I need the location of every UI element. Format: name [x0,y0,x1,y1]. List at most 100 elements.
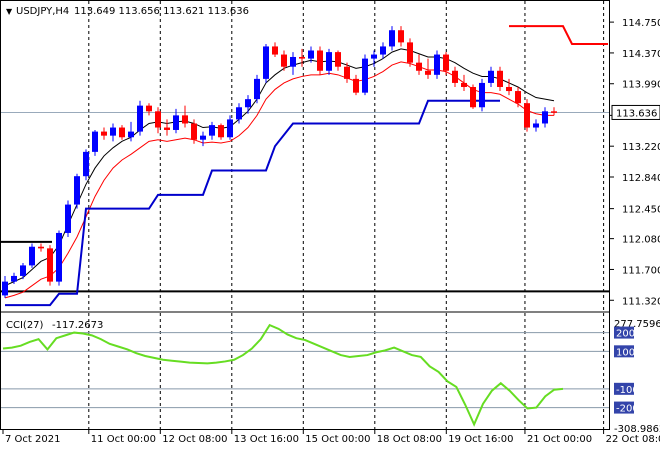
time-axis-label: 13 Oct 16:00 [234,434,299,445]
candle-body [299,56,305,59]
price-gridlines [88,1,605,311]
candle-body [182,115,188,124]
candle-body [74,176,80,205]
cci-axis-label: 200 [616,329,635,340]
price-axis-label: 112.080 [622,235,660,246]
candle-body [272,46,278,55]
candle-body [515,91,521,104]
price-axis: 114.750114.370113.990113.600113.220112.8… [610,18,660,307]
candle-body [191,123,197,140]
candle-body [119,127,125,138]
candle-body [407,42,413,63]
time-axis-label: 18 Oct 08:00 [377,434,442,445]
candle-body [461,82,467,87]
candle-body [101,131,107,136]
time-axis: 7 Oct 2021 11 Oct 00:00 12 Oct 08:00 13 Oct… [2,430,660,445]
price-axis-label: 112.450 [622,205,660,216]
cci-header: CCI(27) -117.2673 [6,320,103,331]
candle-body [281,54,287,67]
candle-body [200,135,206,140]
price-axis-label: 114.750 [622,18,660,29]
candle-body [443,54,449,71]
candle-body [479,82,485,108]
trailing-stop-lower-line [5,99,500,307]
cci-level-tag [614,401,634,414]
time-axis-label: 12 Oct 08:00 [162,434,227,445]
cci-line-group [2,323,564,427]
candle-body [173,115,179,130]
plot-frame [0,0,610,430]
candle-body [533,123,539,128]
time-axis-label: 7 Oct 2021 [5,434,60,445]
cci-axis-label: -308.9862 [614,424,660,435]
candle-body [164,127,170,130]
cci-axis-label: -200 [616,404,639,415]
cci-label: CCI(27) [6,320,44,331]
price-axis-label: 112.840 [622,173,660,184]
candle-body [290,56,296,67]
current-price-label: 113.636 [616,108,657,119]
candle-body [497,70,503,87]
candle-body [488,70,494,83]
candle-body [218,125,224,138]
candle-body [110,127,116,136]
horizontal-levels [0,111,610,293]
cci-level-tag [614,382,634,395]
price-axis-label: 113.990 [622,80,660,91]
price-axis-label: 111.320 [622,296,660,307]
candle-body [335,52,341,67]
candle-body [380,46,386,55]
candle-body [362,58,368,93]
candle-body [29,246,35,266]
candle-body [263,46,269,79]
candle-body [245,99,251,108]
candle-body [137,105,143,132]
time-axis-label: 22 Oct 08:00 [606,434,660,445]
candle-body [542,111,548,124]
candle-body [155,111,161,128]
lower-band-line [4,61,554,299]
price-axis-label: 114.370 [622,49,660,60]
price-axis-label: 113.220 [622,142,660,153]
cci-axis-label: -100 [616,385,639,396]
cci-axis-label: 277.7596 [614,319,660,330]
symbol-triangle-icon[interactable]: ▼ [6,7,13,16]
candle-body [506,86,512,92]
time-axis-label: 19 Oct 16:00 [448,434,513,445]
candle-body [308,50,314,59]
current-price-tag [611,104,660,120]
candle-body [344,66,350,79]
candle-body [551,111,557,113]
candle-body [209,125,215,136]
candle-body [326,52,332,71]
cci-level-tag [614,345,634,358]
candle-body [20,265,26,276]
candle-body [434,54,440,75]
cci-level-tag [614,326,634,339]
candle-body [65,204,71,233]
candle-body [371,54,377,59]
candles [2,26,557,298]
candle-body [92,131,98,152]
candle-body [47,248,53,282]
price-pane: 114.750114.370113.990113.600113.220112.8… [0,1,660,311]
time-axis-label: 11 Oct 00:00 [91,434,156,445]
candle-body [11,275,17,282]
ohlc-readout: 113.649 113.656 113.621 113.636 [74,6,249,17]
candle-body [524,103,530,128]
symbol-label: USDJPY,H4 [16,6,69,17]
candle-body [416,62,422,71]
candle-body [2,281,8,296]
trailing-stop-upper-line [509,25,608,46]
upper-band-line [4,48,555,287]
time-axis-label: 21 Oct 00:00 [527,434,592,445]
candle-body [56,232,62,282]
chart-header: ▼ USDJPY,H4 113.649 113.656 113.621 113.… [6,6,249,17]
price-axis-label: 111.700 [622,265,660,276]
candle-body [389,30,395,47]
cci-series-line [2,323,564,427]
